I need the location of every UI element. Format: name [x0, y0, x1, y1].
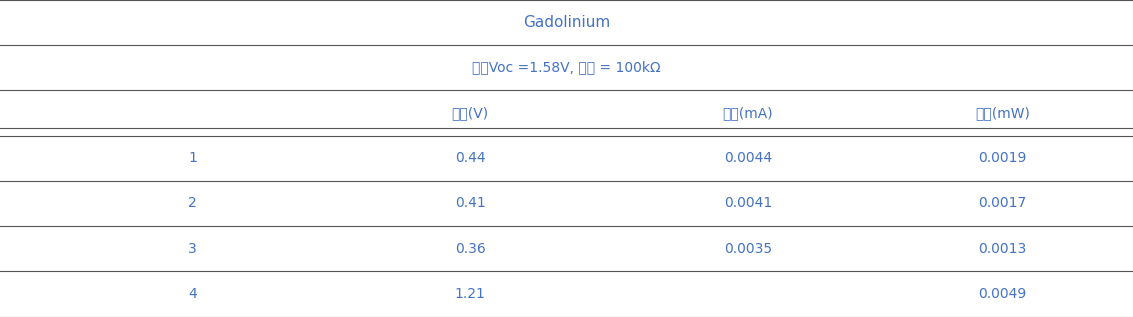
Text: 0.0041: 0.0041	[724, 196, 772, 210]
Text: 0.44: 0.44	[454, 151, 486, 165]
Text: 0.0044: 0.0044	[724, 151, 772, 165]
Text: 출력(mW): 출력(mW)	[976, 106, 1030, 120]
Text: 최대Voc =1.58V, 저항 = 100kΩ: 최대Voc =1.58V, 저항 = 100kΩ	[472, 61, 661, 75]
Text: 0.0049: 0.0049	[979, 287, 1026, 301]
Text: 2: 2	[188, 196, 197, 210]
Text: 4: 4	[188, 287, 197, 301]
Text: 1: 1	[188, 151, 197, 165]
Text: 0.0017: 0.0017	[979, 196, 1026, 210]
Text: 0.0019: 0.0019	[979, 151, 1026, 165]
Text: 3: 3	[188, 242, 197, 256]
Text: 0.41: 0.41	[454, 196, 486, 210]
Text: Gadolinium: Gadolinium	[522, 15, 611, 30]
Text: 전압(V): 전압(V)	[452, 106, 488, 120]
Text: 0.36: 0.36	[454, 242, 486, 256]
Text: 전류(mA): 전류(mA)	[723, 106, 773, 120]
Text: 0.0035: 0.0035	[724, 242, 772, 256]
Text: 1.21: 1.21	[454, 287, 486, 301]
Text: 0.0013: 0.0013	[979, 242, 1026, 256]
